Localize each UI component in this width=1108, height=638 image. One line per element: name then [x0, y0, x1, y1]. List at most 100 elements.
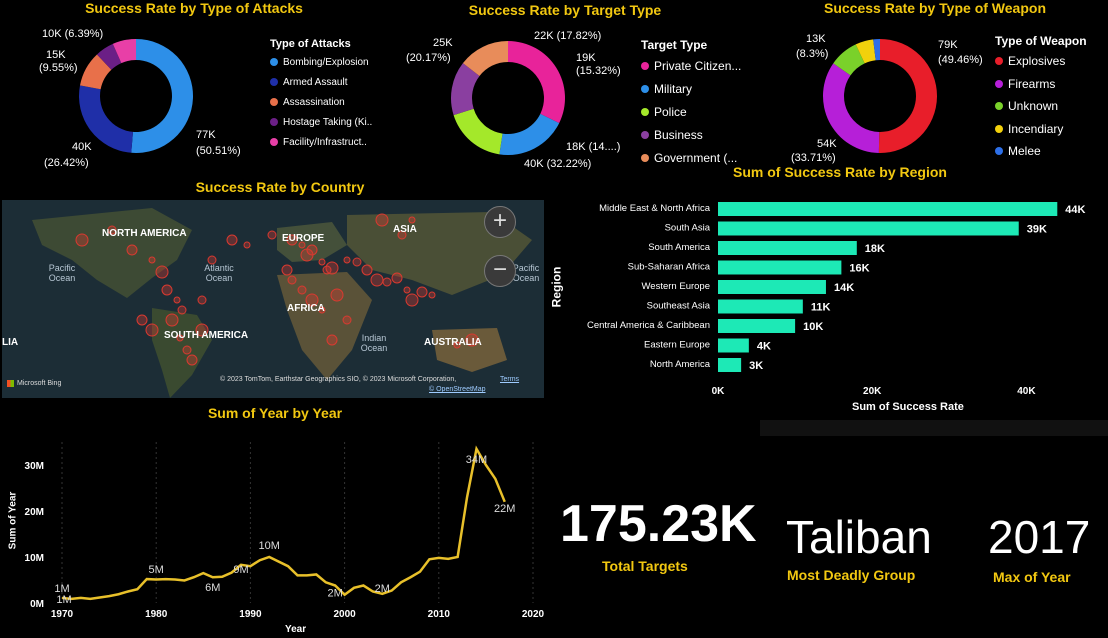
country-map[interactable]: NORTH AMERICA EUROPE ASIA AFRICA SOUTH A…: [2, 200, 544, 398]
region-bar[interactable]: [718, 280, 826, 294]
attacks-legend-item[interactable]: Armed Assault: [270, 72, 372, 92]
attacks-slice[interactable]: [80, 54, 112, 90]
weapons-slice[interactable]: [855, 39, 876, 64]
targets-slice[interactable]: [462, 41, 508, 76]
targets-slice[interactable]: [451, 63, 480, 116]
map-bubble[interactable]: [326, 334, 338, 346]
zoom-out-button[interactable]: −: [484, 255, 516, 287]
targets-legend-item[interactable]: Government (...: [641, 146, 741, 169]
map-bubble[interactable]: [161, 284, 173, 296]
map-bubble[interactable]: [416, 286, 428, 298]
attacks-legend-item[interactable]: Facility/Infrastruct..: [270, 132, 372, 152]
region-bar[interactable]: [718, 338, 749, 353]
region-bar[interactable]: [718, 202, 1058, 216]
map-bubble[interactable]: [281, 264, 293, 276]
map-bubble[interactable]: [155, 265, 169, 279]
map-bubble[interactable]: [343, 256, 351, 264]
map-bubble[interactable]: [287, 275, 297, 285]
map-bubble[interactable]: [322, 265, 332, 275]
weapons-legend-item[interactable]: Incendiary: [995, 118, 1087, 141]
map-bubble[interactable]: [465, 333, 479, 347]
map-bubble[interactable]: [298, 241, 306, 249]
map-bubble[interactable]: [126, 244, 138, 256]
map-bubble[interactable]: [405, 293, 419, 307]
map-bubble[interactable]: [305, 293, 319, 307]
map-bubble[interactable]: [107, 225, 117, 235]
weapons-slice[interactable]: [873, 39, 880, 61]
map-terms-link[interactable]: Terms: [500, 376, 520, 383]
weapons-slice[interactable]: [823, 63, 880, 153]
map-canvas[interactable]: [2, 200, 544, 398]
map-bubble[interactable]: [375, 213, 389, 227]
attacks-slice[interactable]: [112, 39, 136, 64]
map-bubble[interactable]: [330, 288, 344, 302]
map-bubble[interactable]: [182, 345, 192, 355]
attacks-legend-item[interactable]: Assassination: [270, 92, 372, 112]
region-bar[interactable]: [718, 319, 796, 333]
map-bubble[interactable]: [408, 216, 416, 224]
region-bar[interactable]: [718, 221, 1019, 236]
attacks-legend-item[interactable]: Hostage Taking (Ki..: [270, 112, 372, 132]
targets-slice[interactable]: [499, 113, 560, 155]
map-bubble[interactable]: [325, 261, 339, 275]
map-bubble[interactable]: [148, 256, 156, 264]
map-bubble[interactable]: [197, 295, 207, 305]
attacks-slice[interactable]: [79, 85, 133, 153]
map-bubble[interactable]: [428, 291, 436, 299]
targets-slice[interactable]: [508, 41, 565, 124]
map-bubble[interactable]: [186, 354, 198, 366]
line-series[interactable]: [61, 445, 506, 601]
weapons-legend-item[interactable]: Firearms: [995, 73, 1087, 96]
targets-slice[interactable]: [453, 108, 503, 155]
map-bubble[interactable]: [286, 234, 298, 246]
attacks-legend-item[interactable]: Bombing/Explosion: [270, 52, 372, 72]
map-bubble[interactable]: [145, 323, 159, 337]
targets-legend-item[interactable]: Police: [641, 100, 741, 123]
zoom-in-button[interactable]: +: [484, 206, 516, 238]
weapons-legend-item[interactable]: Melee: [995, 140, 1087, 163]
region-bar[interactable]: [718, 358, 742, 372]
attacks-donut[interactable]: [78, 38, 194, 154]
map-bubble[interactable]: [173, 296, 181, 304]
map-bubble[interactable]: [397, 230, 407, 240]
map-bubble[interactable]: [391, 272, 403, 284]
weapons-slice[interactable]: [833, 44, 865, 76]
openstreetmap-link[interactable]: © OpenStreetMap: [429, 386, 486, 393]
map-bubble[interactable]: [243, 241, 251, 249]
targets-donut[interactable]: [450, 40, 566, 156]
weapons-donut[interactable]: [822, 38, 938, 154]
map-bubble[interactable]: [195, 323, 209, 337]
map-bubble[interactable]: [453, 341, 461, 349]
weapons-slice[interactable]: [878, 39, 938, 154]
map-bubble[interactable]: [370, 273, 384, 287]
map-bubble[interactable]: [176, 334, 184, 342]
targets-legend-item[interactable]: Military: [641, 77, 741, 100]
targets-legend-item[interactable]: Private Citizen...: [641, 54, 741, 77]
attacks-slice[interactable]: [131, 39, 194, 153]
map-bubble[interactable]: [75, 233, 89, 247]
map-bubble[interactable]: [318, 306, 326, 314]
map-bubble[interactable]: [136, 314, 148, 326]
map-bubble[interactable]: [177, 305, 187, 315]
region-bar-chart[interactable]: Middle East & North Africa 44K South Asia 3…: [560, 190, 1108, 415]
region-bar[interactable]: [718, 299, 803, 314]
map-bubble[interactable]: [207, 255, 217, 265]
attacks-slice[interactable]: [96, 43, 122, 70]
map-bubble[interactable]: [267, 230, 277, 240]
map-bubble[interactable]: [342, 315, 352, 325]
map-bubble[interactable]: [318, 258, 326, 266]
map-bubble[interactable]: [403, 286, 411, 294]
map-bubble[interactable]: [165, 313, 179, 327]
map-bubble[interactable]: [352, 257, 362, 267]
map-bubble[interactable]: [297, 285, 307, 295]
map-bubble[interactable]: [361, 264, 373, 276]
map-bubble[interactable]: [382, 277, 392, 287]
map-bubble[interactable]: [306, 244, 318, 256]
region-bar[interactable]: [718, 260, 842, 275]
targets-legend-item[interactable]: Business: [641, 123, 741, 146]
region-bar[interactable]: [718, 241, 857, 255]
weapons-legend-item[interactable]: Unknown: [995, 95, 1087, 118]
weapons-legend-item[interactable]: Explosives: [995, 50, 1087, 73]
map-bubble[interactable]: [226, 234, 238, 246]
